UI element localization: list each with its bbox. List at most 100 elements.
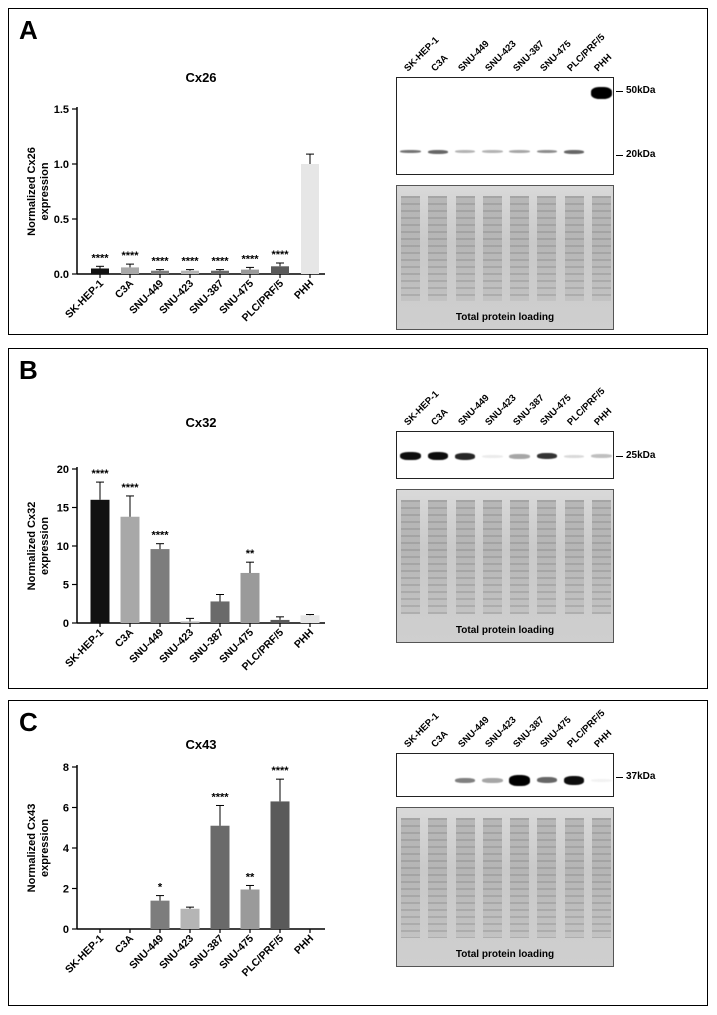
blot-lane-label: PHH	[592, 406, 615, 428]
y-tick-label: 2	[63, 884, 69, 896]
significance-label: ****	[181, 256, 199, 268]
y-tick-label: 15	[57, 503, 69, 515]
x-tick-label: C3A	[113, 626, 137, 650]
bar	[271, 266, 289, 274]
blot-band	[482, 454, 503, 458]
blot-band	[591, 778, 612, 782]
significance-label: ****	[271, 249, 289, 261]
x-tick-label: SK-HEP-1	[63, 627, 106, 670]
loading-lane	[564, 500, 584, 614]
molecular-weight-marker: 37kDa	[626, 771, 656, 783]
loading-lane	[537, 500, 557, 614]
blot-band	[536, 453, 558, 459]
blot-lane-label: PHH	[592, 728, 615, 750]
blot-band	[563, 775, 585, 785]
blot-band	[509, 150, 530, 153]
total-protein-loading-image: Total protein loading	[396, 807, 614, 967]
x-tick-label: SK-HEP-1	[63, 278, 106, 321]
y-tick-label: 0.5	[54, 214, 69, 226]
cx32-western-blot	[396, 431, 614, 479]
significance-label: ****	[241, 253, 259, 265]
y-axis-label: Normalized Cx43expression	[26, 804, 51, 893]
loading-lane	[428, 818, 448, 938]
bar	[270, 801, 290, 929]
blot-band	[536, 777, 558, 784]
significance-label: **	[246, 871, 255, 883]
bar	[121, 267, 139, 274]
loading-lane	[401, 500, 421, 614]
significance-label: ****	[91, 252, 109, 264]
panel-letter: B	[19, 355, 38, 385]
loading-lane	[591, 196, 611, 301]
x-tick-label: SK-HEP-1	[63, 933, 106, 976]
x-tick-label: PHH	[292, 627, 316, 651]
loading-lane	[482, 500, 502, 614]
panel-a: A Cx26 Normalized Cx26expression 0.0 0.5 1.0…	[8, 8, 708, 335]
cx43-bar-chart: Cx43 Normalized Cx43expression 0 2 4 6 8 SK-HEP…	[26, 737, 325, 979]
blot-lane-label: C3A	[429, 52, 451, 74]
x-tick-label: PHH	[292, 278, 316, 302]
loading-lane	[510, 196, 530, 301]
significance-label: *	[158, 882, 163, 894]
molecular-weight-marker: 25kDa	[626, 449, 656, 461]
blot-band	[591, 454, 612, 458]
significance-label: ****	[211, 256, 229, 268]
y-tick-label: 5	[63, 580, 69, 592]
y-tick-label: 0.0	[54, 269, 69, 281]
blot-lane-label: C3A	[429, 406, 451, 428]
y-tick-label: 20	[57, 464, 69, 476]
bar	[301, 164, 319, 274]
loading-lane	[428, 500, 448, 614]
blot-band	[509, 453, 530, 459]
blot-band	[454, 777, 476, 783]
bar	[210, 825, 230, 929]
blot-band	[400, 150, 421, 153]
y-tick-label: 0	[63, 618, 69, 630]
panel-letter: C	[19, 707, 38, 737]
molecular-weight-marker: 20kDa	[626, 149, 656, 161]
marker-tick	[616, 455, 623, 457]
y-tick-label: 4	[63, 843, 70, 855]
loading-label: Total protein loading	[455, 625, 555, 636]
blot-band	[454, 452, 476, 460]
loading-lane	[591, 500, 611, 614]
loading-lane	[455, 818, 475, 938]
blot-band	[563, 149, 585, 154]
loading-lane	[510, 818, 530, 938]
cx26-bar-chart: Cx26 Normalized Cx26expression 0.0 0.5 1.0 1.…	[26, 70, 325, 324]
loading-lane	[564, 196, 584, 301]
significance-label: ****	[91, 468, 109, 480]
bar	[211, 270, 229, 274]
loading-lane	[428, 196, 448, 301]
blot-band	[427, 149, 449, 154]
blot-band	[482, 777, 503, 783]
bar	[151, 270, 169, 274]
loading-lane	[482, 196, 502, 301]
loading-lane	[401, 196, 421, 301]
blot-band	[563, 454, 585, 458]
significance-label: ****	[211, 791, 229, 803]
blot-band	[454, 150, 476, 153]
y-axis-label: Normalized Cx26expression	[26, 147, 51, 236]
bar	[270, 619, 290, 623]
y-tick-label: 0	[63, 924, 69, 936]
total-protein-loading-image: Total protein loading	[396, 489, 614, 643]
loading-lane	[455, 500, 475, 614]
total-protein-loading-image: Total protein loading	[396, 185, 614, 330]
loading-lane	[564, 818, 584, 938]
bar	[210, 601, 230, 623]
significance-label: **	[246, 548, 255, 560]
marker-tick	[616, 777, 623, 779]
significance-label: ****	[121, 482, 139, 494]
molecular-weight-marker: 50kDa	[626, 84, 656, 96]
cx26-western-blot	[396, 77, 614, 175]
marker-tick	[616, 90, 623, 92]
x-tick-label: C3A	[113, 932, 137, 956]
blot-band	[591, 86, 612, 99]
blot-lane-label: PHH	[592, 52, 615, 74]
chart-title: Cx26	[185, 70, 216, 85]
panel-b: B Cx32 Normalized Cx32expression 0 5 10 15 20 *…	[8, 348, 708, 689]
blot-band	[536, 150, 558, 153]
y-tick-label: 8	[63, 762, 69, 774]
